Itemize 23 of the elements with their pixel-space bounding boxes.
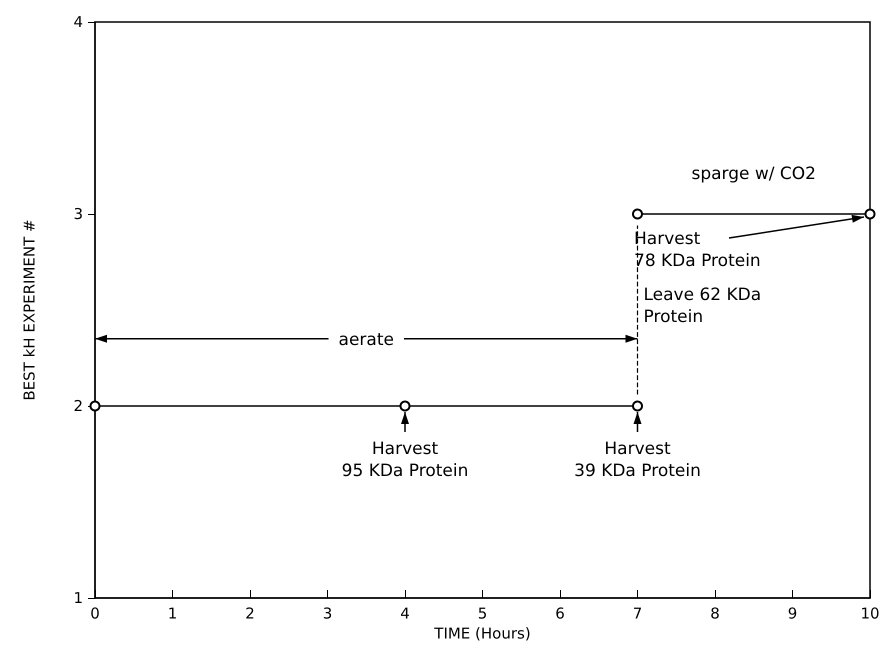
x-tick-label: 10 — [860, 604, 880, 622]
y-tick-label: 3 — [73, 205, 83, 223]
y-axis-title: BEST kH EXPERIMENT # — [20, 219, 38, 401]
y-tick-label: 4 — [73, 13, 83, 31]
x-tick-label: 0 — [90, 604, 100, 622]
x-tick-label: 7 — [632, 604, 642, 622]
annotation: Harvest 39 KDa Protein — [574, 439, 701, 481]
annotation: Harvest 95 KDa Protein — [342, 439, 468, 481]
x-tick-label: 9 — [788, 604, 798, 622]
x-tick-label: 6 — [555, 604, 565, 622]
y-tick-label: 2 — [73, 397, 83, 415]
x-tick-label: 3 — [322, 604, 332, 622]
x-tick-label: 2 — [245, 604, 255, 622]
x-tick-label: 4 — [400, 604, 410, 622]
x-axis-title: TIME (Hours) — [433, 624, 531, 642]
annotation: Harvest 78 KDa Protein — [634, 229, 761, 271]
annotation: Leave 62 KDa Protein — [644, 285, 762, 327]
x-tick-label: 8 — [710, 604, 720, 622]
annotation: sparge w/ CO2 — [691, 164, 816, 184]
y-tick-label: 1 — [73, 589, 83, 607]
x-tick-label: 1 — [168, 604, 178, 622]
x-tick-label: 5 — [478, 604, 488, 622]
annotation: aerate — [338, 330, 394, 350]
